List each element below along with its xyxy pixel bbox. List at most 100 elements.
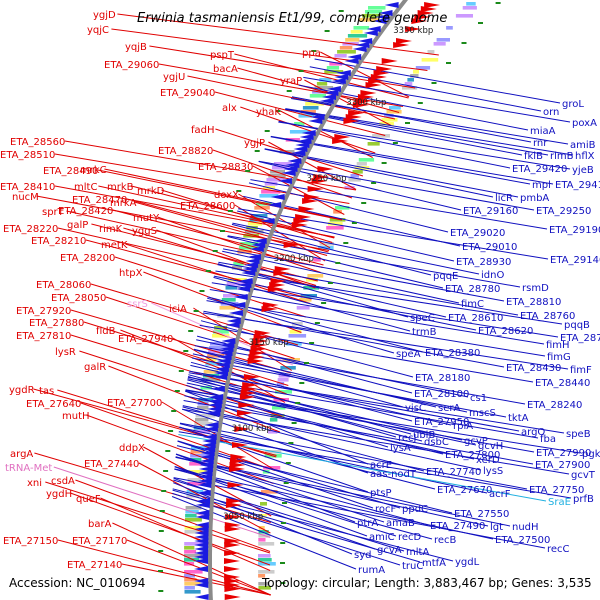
cog-band-segment <box>294 122 305 126</box>
gc-tick <box>495 2 501 4</box>
right-leader-line <box>185 389 581 454</box>
reverse-gene-arrow <box>194 554 208 560</box>
gene-label-right: ptsP <box>370 488 392 499</box>
left-leader-line <box>83 321 289 386</box>
cog-band-segment <box>189 462 206 466</box>
left-leader-line <box>98 185 335 238</box>
cog-band-segment <box>258 554 271 558</box>
gc-tick <box>327 282 333 284</box>
reverse-gene-arrow <box>194 534 209 540</box>
gene-label-left: alx <box>222 103 237 114</box>
reverse-gene-arrow <box>217 354 232 360</box>
gene-label-right: pmbA <box>520 193 549 204</box>
reverse-gene-arrow <box>233 294 248 300</box>
gene-label-left: ygjP <box>244 138 265 149</box>
reverse-gene-arrow <box>194 546 209 552</box>
gc-tick <box>220 230 225 232</box>
gc-tick <box>299 382 305 384</box>
cog-band-segment <box>233 262 244 266</box>
cog-band-segment <box>212 334 230 338</box>
cog-band-segment <box>268 430 278 434</box>
gene-label-left: ETA_28220 <box>3 224 58 235</box>
cog-band-segment <box>345 38 360 42</box>
gc-tick <box>188 330 194 332</box>
gene-label-right: ETA_27740 <box>426 467 481 478</box>
cog-band-segment <box>202 378 221 382</box>
gene-label-right: aas-nodT <box>370 469 417 480</box>
reverse-gene-arrow <box>213 374 228 380</box>
cog-band-segment <box>209 346 229 350</box>
reverse-gene-arrow <box>214 366 229 372</box>
left-leader-line <box>64 140 356 191</box>
reverse-gene-arrow <box>196 490 211 496</box>
gc-tick <box>178 370 184 372</box>
right-leader-line <box>179 423 436 490</box>
forward-gene-arrow <box>253 334 270 340</box>
forward-gene-arrow <box>227 482 244 488</box>
left-leader-line <box>114 256 307 318</box>
forward-gene-arrow <box>229 462 246 468</box>
cog-band-segment <box>348 178 361 182</box>
forward-gene-arrow <box>229 466 245 472</box>
cog-band-segment <box>427 50 435 54</box>
gc-tick <box>280 562 285 564</box>
gene-label-left: yggS <box>132 226 157 237</box>
gene-label-right: ETA_29160 <box>463 206 518 217</box>
gene-label-right: speC <box>410 313 435 324</box>
gene-label-right: ETA_28100 <box>414 389 469 400</box>
gene-label-left: ETA_28560 <box>10 137 65 148</box>
forward-gene-arrow <box>224 582 241 588</box>
forward-gene-arrow <box>273 270 290 276</box>
reverse-gene-arrow <box>199 462 214 468</box>
gene-label-right: mscS <box>469 408 496 419</box>
gene-label-left: ETA_27440 <box>84 459 139 470</box>
gc-tick <box>227 210 233 212</box>
left-leader-line <box>156 229 316 289</box>
left-leader-line <box>57 227 316 287</box>
gc-tick <box>280 582 286 584</box>
cog-band-segment <box>386 110 402 114</box>
right-leader-line <box>175 456 489 527</box>
cog-band-segment <box>264 182 278 186</box>
gene-label-right: recB <box>434 535 457 546</box>
cog-band-segment <box>337 50 356 54</box>
gene-label-right: lysA <box>390 443 411 454</box>
gene-label-right: amaB <box>386 518 415 529</box>
cog-band-segment <box>184 570 203 574</box>
forward-gene-arrow <box>225 514 242 520</box>
gene-label-right: argO <box>521 427 545 438</box>
right-leader-line <box>171 496 357 570</box>
gc-tick <box>291 422 297 424</box>
gene-label-left: ETA_28410 <box>0 182 55 193</box>
left-leader-line <box>117 13 439 56</box>
gene-label-right: ETA_29250 <box>536 206 591 217</box>
cog-band-segment <box>185 506 202 510</box>
left-leader-line <box>214 91 386 136</box>
forward-gene-arrow <box>230 454 247 460</box>
cog-band-segment <box>289 330 302 334</box>
right-leader-line <box>285 108 549 156</box>
forward-gene-arrow <box>247 358 264 364</box>
gene-label-right: mtfA <box>422 558 446 569</box>
cog-band-segment <box>402 86 418 90</box>
right-leader-line <box>185 390 444 455</box>
cog-band-segment <box>353 26 370 30</box>
cog-band-segment <box>203 370 218 374</box>
forward-gene-arrow <box>365 82 382 88</box>
cog-band-segment <box>455 14 473 18</box>
forward-gene-arrow <box>274 266 291 272</box>
cog-band-segment <box>277 378 289 382</box>
gene-label-right: yjeB <box>572 165 594 176</box>
cog-band-segment <box>240 242 259 246</box>
forward-gene-arrow <box>249 350 266 356</box>
left-leader-line <box>123 227 317 286</box>
reverse-gene-arrow <box>195 514 210 520</box>
gene-label-left: barA <box>88 519 112 530</box>
cog-band-segment <box>358 158 375 162</box>
gene-label-right: recJ <box>398 433 417 444</box>
cog-band-segment <box>225 286 238 290</box>
gene-label-right: mltA <box>406 547 429 558</box>
cog-band-segment <box>244 230 264 234</box>
left-leader-line <box>212 149 353 199</box>
